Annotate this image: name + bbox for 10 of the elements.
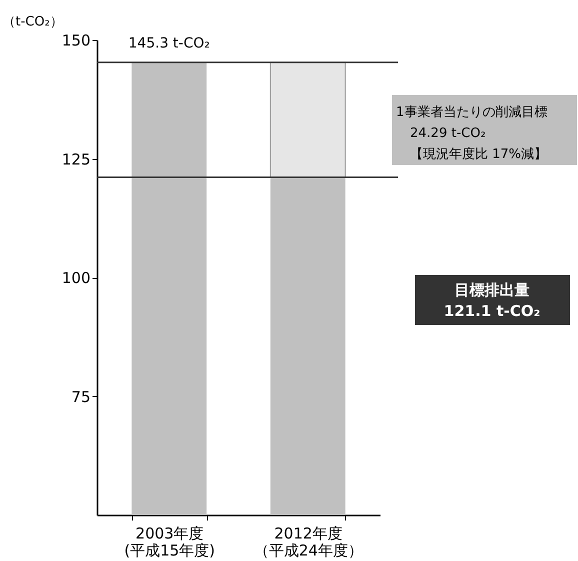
text: 目標排出量 121.1 t-CO₂	[444, 281, 540, 320]
x-tick-label: 2003年度(平成15年度)	[124, 524, 216, 560]
y-tick-label: 75	[71, 388, 90, 406]
y-axis-title: （t-CO₂）	[2, 14, 63, 30]
y-tick-label: 100	[62, 269, 90, 287]
annotation: 145.3 t-CO₂	[128, 35, 210, 52]
y-tick-label: 150	[62, 32, 90, 50]
annotation: 1事業者当たりの削減目標 24.29 t-CO₂ 【現況年度比 17%減】	[396, 105, 548, 162]
x-tick-label: 2012年度（平成24年度）	[254, 524, 363, 560]
y-tick-label: 125	[62, 150, 90, 168]
